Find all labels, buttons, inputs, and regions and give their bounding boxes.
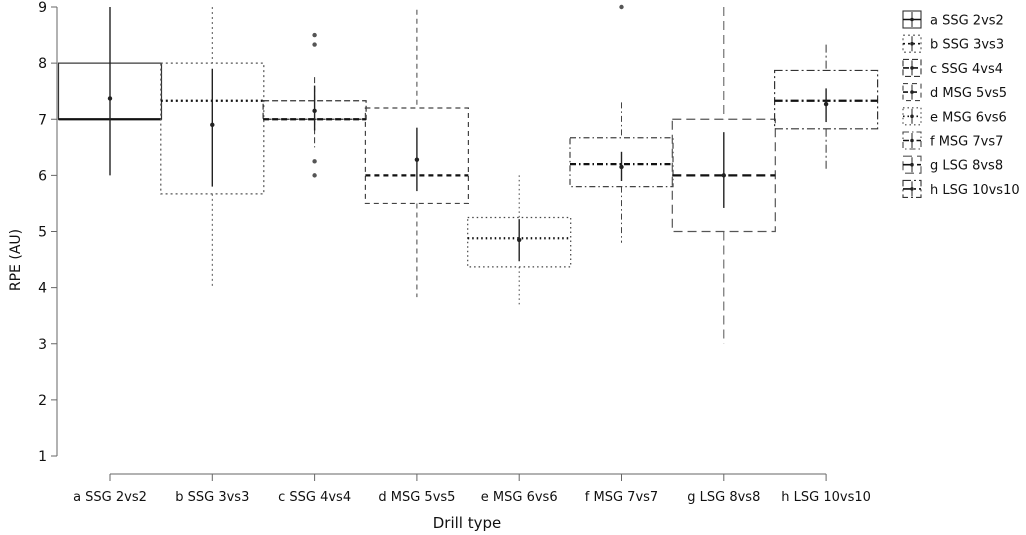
box-iqr [160,62,265,195]
legend-item: a SSG 2vs2 [902,10,1004,29]
mean-point [210,122,215,128]
y-tick-label: 8 [38,56,47,72]
legend-item: e MSG 6vs6 [902,107,1007,126]
x-axis: a SSG 2vs2 b SSG 3vs3 c SSG 4vs4 d MSG 5vs5… [73,473,871,505]
y-axis: 1 2 3 4 5 6 7 8 9 [38,0,58,465]
legend-swatch-mean [910,162,914,167]
y-tick-label: 4 [38,281,47,297]
mean-point [721,173,726,178]
y-tick-label: 9 [38,0,47,16]
legend-label: e MSG 6vs6 [930,110,1007,125]
outlier-point [312,42,317,47]
box-2 [160,7,265,288]
outlier-point [619,4,624,10]
legend-label: c SSG 4vs4 [930,62,1003,77]
legend-label: g LSG 8vs8 [930,159,1003,174]
mean-point [619,164,624,170]
box-3 [262,32,367,178]
box-6 [569,4,674,243]
legend-label: d MSG 5vs5 [930,86,1007,101]
legend-swatch-mean [910,41,914,46]
y-axis-label: RPE (AU) [8,229,24,291]
mean-point [312,108,317,114]
legend-swatch [902,107,922,126]
outlier-point [312,32,317,38]
x-tick-label: h LSG 10vs10 [781,490,871,505]
legend-label: a SSG 2vs2 [930,14,1004,29]
box-7 [671,7,776,344]
legend-item: c SSG 4vs4 [902,58,1003,77]
legend-label: h LSG 10vs10 [930,183,1020,198]
outlier-point [312,159,317,164]
legend-item: f MSG 7vs7 [902,131,1003,150]
plot-area [57,4,879,344]
x-axis-label: Drill type [433,514,502,532]
x-tick-label: b SSG 3vs3 [175,490,249,505]
legend-item: b SSG 3vs3 [902,34,1004,53]
y-tick-label: 1 [38,449,47,465]
legend-item: h LSG 10vs10 [902,179,1020,198]
legend-swatch-mean [910,66,914,70]
y-tick-label: 3 [38,337,47,353]
y-tick-label: 6 [38,168,47,184]
x-tick-label: e MSG 6vs6 [481,490,558,505]
x-tick-label: d MSG 5vs5 [378,490,455,505]
legend-label: b SSG 3vs3 [930,38,1004,53]
y-tick-label: 7 [38,112,47,128]
legend-swatch-mean [910,138,914,143]
mean-point [107,96,113,101]
box-1 [57,7,163,176]
legend-swatch-mean [910,187,914,191]
legend-swatch-mean [910,90,914,94]
legend-swatch [902,58,922,77]
legend: a SSG 2vs2 b SSG 3vs3 c SSG 4vs4 d MSG 5vs5… [902,10,1020,198]
legend-swatch-mean [910,17,914,22]
y-tick-label: 2 [38,393,47,409]
box-iqr [569,137,674,188]
x-tick-label: c SSG 4vs4 [278,490,351,505]
outlier-point [312,173,317,178]
mean-point [823,101,829,107]
legend-swatch [902,131,922,150]
x-tick-label: a SSG 2vs2 [73,490,147,505]
x-tick-label: g LSG 8vs8 [687,490,760,505]
legend-label: f MSG 7vs7 [930,135,1003,150]
mean-point [414,157,420,162]
box-iqr [773,69,879,130]
legend-item: g LSG 8vs8 [902,155,1003,174]
box-5 [467,175,572,305]
y-tick-label: 5 [38,225,47,241]
legend-swatch-mean [910,114,914,119]
legend-swatch [902,83,922,102]
box-8 [773,44,879,170]
legend-item: d MSG 5vs5 [902,83,1007,102]
x-tick-label: f MSG 7vs7 [585,490,658,505]
box-iqr [467,216,572,268]
mean-point [517,237,522,243]
legend-swatch [902,179,922,198]
box-4 [364,9,469,298]
